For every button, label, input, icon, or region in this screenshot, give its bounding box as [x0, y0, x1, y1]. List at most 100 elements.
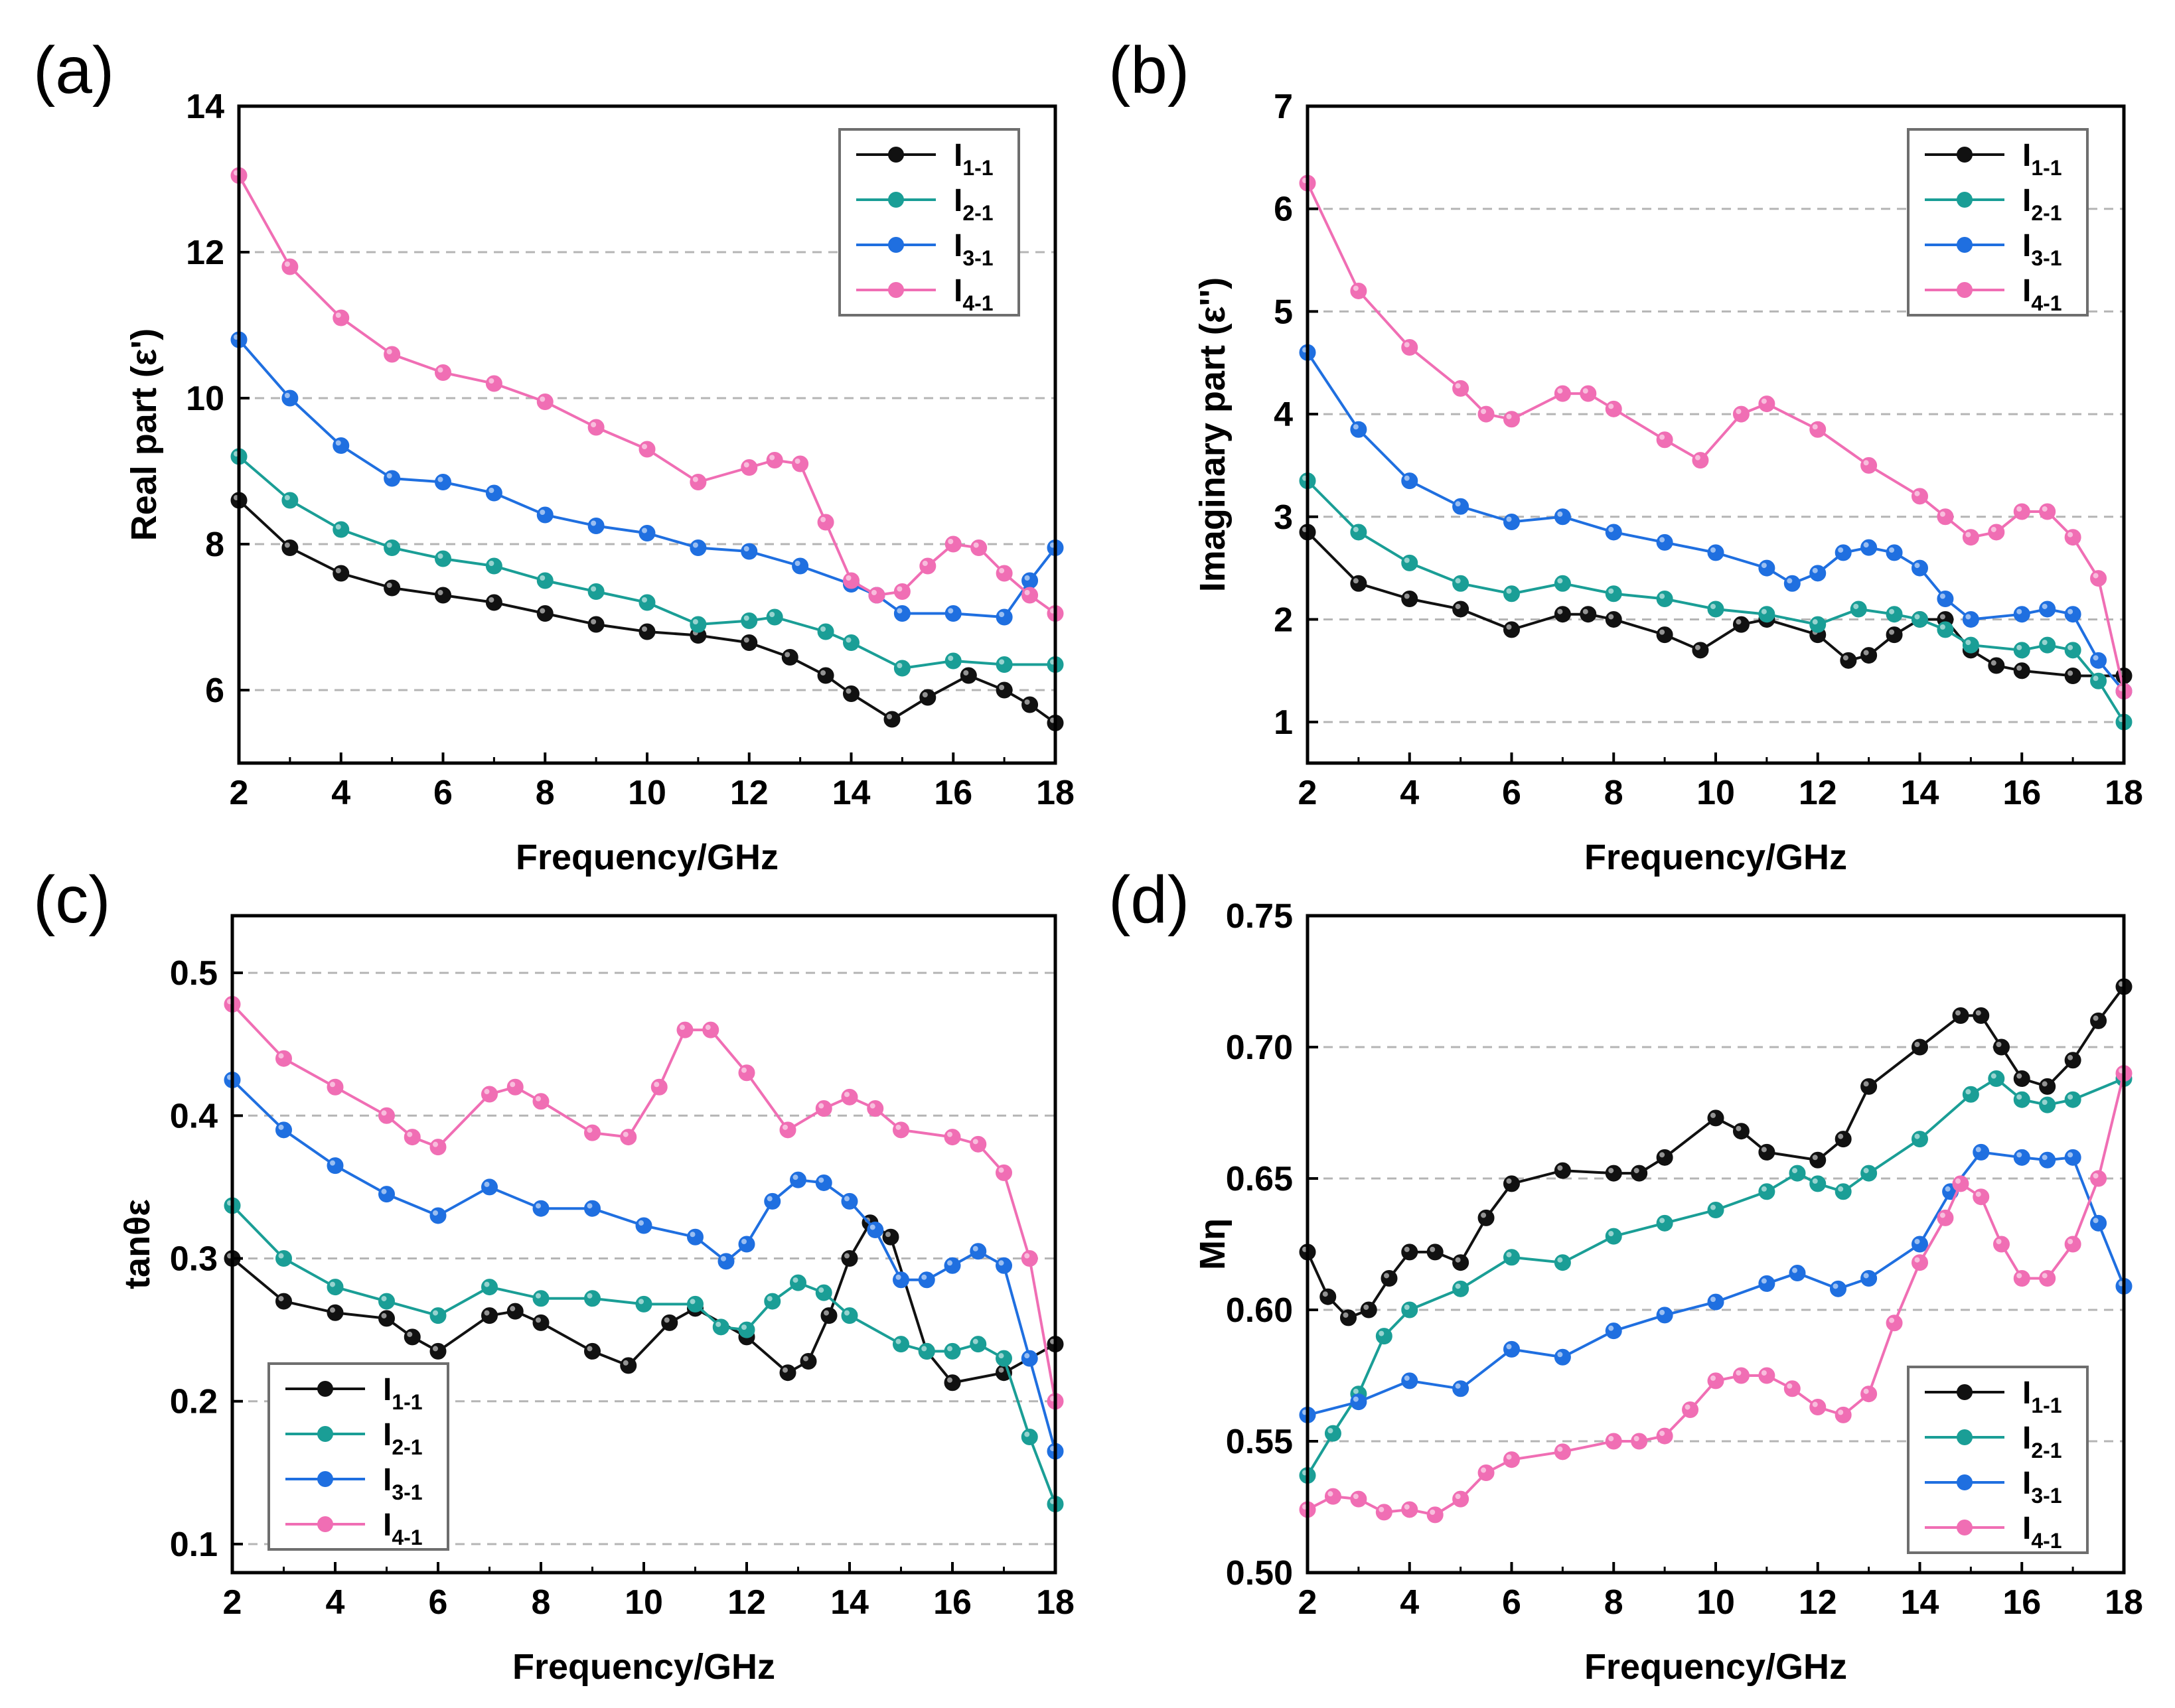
x-tick-label: 4: [326, 1583, 345, 1622]
data-point: [2064, 668, 2081, 685]
data-point-highlight: [1455, 1383, 1461, 1389]
data-point: [620, 1129, 637, 1146]
data-point-highlight: [664, 1317, 670, 1323]
data-point: [1452, 498, 1469, 515]
data-point: [1758, 606, 1775, 623]
data-point: [1912, 559, 1928, 577]
data-point-highlight: [1965, 614, 1971, 620]
data-point: [635, 1217, 652, 1234]
data-point-highlight: [1965, 532, 1971, 537]
data-point-highlight: [1024, 1253, 1030, 1259]
data-point: [275, 1250, 292, 1267]
data-point-highlight: [794, 561, 800, 566]
data-point: [1401, 554, 1418, 571]
data-point-highlight: [2042, 1100, 2048, 1105]
data-point-highlight: [1761, 563, 1767, 569]
data-point: [481, 1086, 498, 1103]
data-point-highlight: [278, 1053, 284, 1059]
data-point: [2039, 636, 2056, 654]
data-point: [1605, 400, 1622, 417]
data-point: [1605, 1322, 1622, 1340]
data-point-highlight: [1812, 1178, 1818, 1184]
data-point: [1605, 1433, 1622, 1450]
data-point-highlight: [2067, 1239, 2073, 1244]
data-point: [435, 474, 451, 490]
data-point-highlight: [1557, 578, 1563, 584]
data-point: [532, 1093, 550, 1110]
y-axis-title: Mη: [1193, 1218, 1233, 1270]
data-point: [1860, 457, 1878, 474]
data-point: [1692, 642, 1709, 659]
data-point-highlight: [948, 608, 954, 614]
data-point: [587, 419, 605, 436]
data-point: [996, 565, 1013, 582]
legend-label: I2-1: [383, 1417, 423, 1459]
data-point-highlight: [1659, 1309, 1665, 1315]
data-point-highlight: [642, 444, 647, 449]
data-point-highlight: [1685, 1404, 1690, 1410]
data-point: [1707, 1293, 1724, 1311]
data-point: [1656, 534, 1673, 551]
data-point-highlight: [1557, 388, 1563, 394]
data-point-highlight: [1353, 526, 1359, 532]
data-point: [1912, 1131, 1928, 1148]
data-point-highlight: [437, 553, 443, 559]
chart-panel-2: (b)2 4 6 8 10 12 14 16 181234567Frequency/GHzIma…: [1108, 33, 2143, 877]
data-point-highlight: [381, 1188, 387, 1194]
legend-label-subscript: 1-1: [2031, 156, 2062, 180]
legend-label-subscript: 1-1: [962, 156, 993, 180]
data-point: [1452, 1490, 1469, 1508]
data-point: [435, 587, 451, 604]
y-tick-label: 3: [1274, 498, 1293, 537]
data-point-highlight: [386, 583, 392, 588]
data-point-highlight: [1379, 1330, 1385, 1336]
data-point-highlight: [818, 1177, 824, 1183]
data-point: [638, 594, 656, 611]
data-point: [841, 1192, 858, 1210]
data-point-highlight: [284, 393, 290, 398]
data-point-highlight: [2093, 676, 2099, 681]
data-point-highlight: [1557, 1257, 1563, 1263]
x-axis-title: Frequency/GHz: [516, 837, 779, 877]
data-point-highlight: [2016, 644, 2022, 650]
data-point: [1021, 1350, 1038, 1367]
data-point-highlight: [1455, 1494, 1461, 1500]
legend-marker: [317, 1381, 333, 1397]
data-point-highlight: [1863, 460, 1869, 466]
data-point: [1452, 1380, 1469, 1397]
data-point: [960, 667, 977, 684]
data-point: [1656, 1214, 1673, 1232]
data-point-highlight: [1736, 619, 1742, 625]
x-tick-label: 4: [1400, 774, 1419, 812]
data-point-highlight: [330, 1307, 335, 1313]
x-tick-label: 10: [628, 774, 666, 812]
data-point: [333, 565, 350, 582]
data-point-highlight: [1659, 1152, 1665, 1158]
x-tick-label: 2: [1298, 1583, 1317, 1622]
data-point-highlight: [386, 349, 392, 354]
data-point-highlight: [1024, 1431, 1030, 1437]
data-point: [893, 605, 911, 622]
data-point: [1426, 1244, 1444, 1261]
data-point-highlight: [2067, 532, 2073, 537]
data-point: [2090, 672, 2107, 689]
data-point: [1789, 1265, 1806, 1282]
series-I4-1: [1299, 175, 2133, 700]
data-point-highlight: [484, 1281, 490, 1287]
data-point-highlight: [885, 1232, 891, 1238]
data-point-highlight: [783, 1124, 788, 1130]
data-point-highlight: [642, 528, 647, 534]
series-I3-1: [224, 1072, 1064, 1460]
data-point: [893, 1336, 909, 1353]
data-point: [1554, 1443, 1571, 1460]
data-point-highlight: [1889, 629, 1895, 635]
data-point: [2013, 662, 2030, 679]
data-point: [738, 1064, 755, 1082]
data-point-highlight: [1481, 1467, 1487, 1473]
data-point: [1401, 1501, 1418, 1518]
data-point-highlight: [587, 1203, 593, 1209]
data-point: [435, 550, 451, 567]
data-point: [2039, 1151, 2056, 1169]
data-point-highlight: [591, 422, 597, 427]
series-line: [238, 338, 1057, 619]
